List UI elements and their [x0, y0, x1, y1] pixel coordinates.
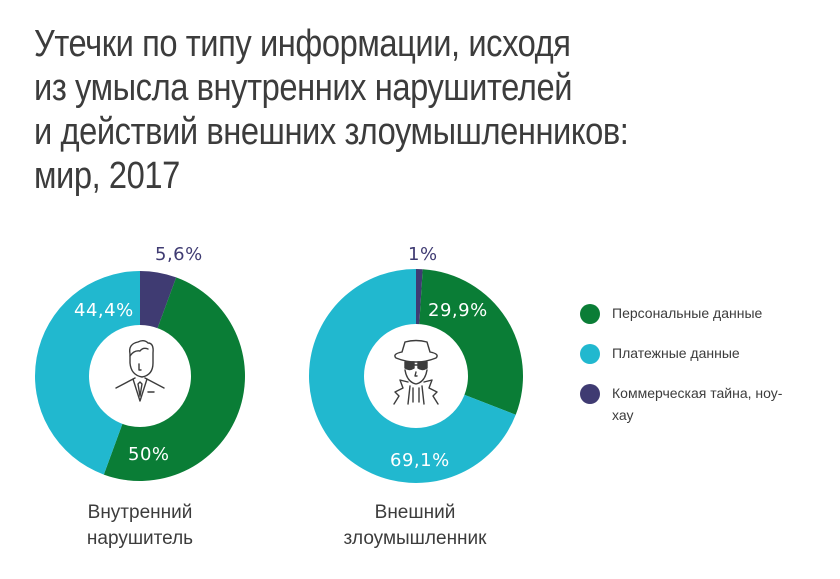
- title-line: мир, 2017: [34, 155, 180, 197]
- donut-slice: [35, 271, 140, 475]
- legend: Персональные данные Платежные данные Ком…: [580, 302, 792, 444]
- donut-chart-external: [309, 269, 523, 483]
- legend-dot-icon: [580, 304, 600, 324]
- chart-title: Утечки по типу информации, исходя из умы…: [34, 22, 713, 198]
- legend-dot-icon: [580, 384, 600, 404]
- businessman-icon: [115, 340, 165, 402]
- legend-item-personal: Персональные данные: [580, 302, 792, 324]
- donut-chart-internal: [35, 271, 245, 481]
- title-line: и действий внешних злоумышленников:: [34, 111, 629, 153]
- legend-dot-icon: [580, 344, 600, 364]
- legend-label: Персональные данные: [612, 305, 763, 321]
- caption-external: Внешний злоумышленник: [320, 500, 510, 552]
- legend-label: Платежные данные: [612, 345, 740, 361]
- label-payment-internal: 44,4%: [74, 300, 134, 321]
- caption-line: Внешний: [374, 502, 456, 523]
- label-commercial-internal: 5,6%: [155, 244, 203, 265]
- caption-internal: Внутренний нарушитель: [60, 500, 220, 552]
- title-line: из умысла внутренних нарушителей: [34, 67, 573, 109]
- label-personal-internal: 50%: [128, 444, 170, 465]
- spy-icon: [393, 339, 439, 405]
- label-payment-external: 69,1%: [390, 450, 450, 471]
- legend-item-payment: Платежные данные: [580, 342, 792, 364]
- legend-label: Коммерческая тайна, ноу-хау: [612, 385, 783, 423]
- caption-line: злоумышленник: [343, 528, 487, 549]
- caption-line: нарушитель: [86, 528, 194, 549]
- caption-line: Внутренний: [87, 502, 193, 523]
- title-line: Утечки по типу информации, исходя: [34, 23, 571, 65]
- legend-item-commercial: Коммерческая тайна, ноу-хау: [580, 382, 792, 426]
- label-personal-external: 29,9%: [428, 300, 488, 321]
- label-commercial-external: 1%: [408, 244, 438, 265]
